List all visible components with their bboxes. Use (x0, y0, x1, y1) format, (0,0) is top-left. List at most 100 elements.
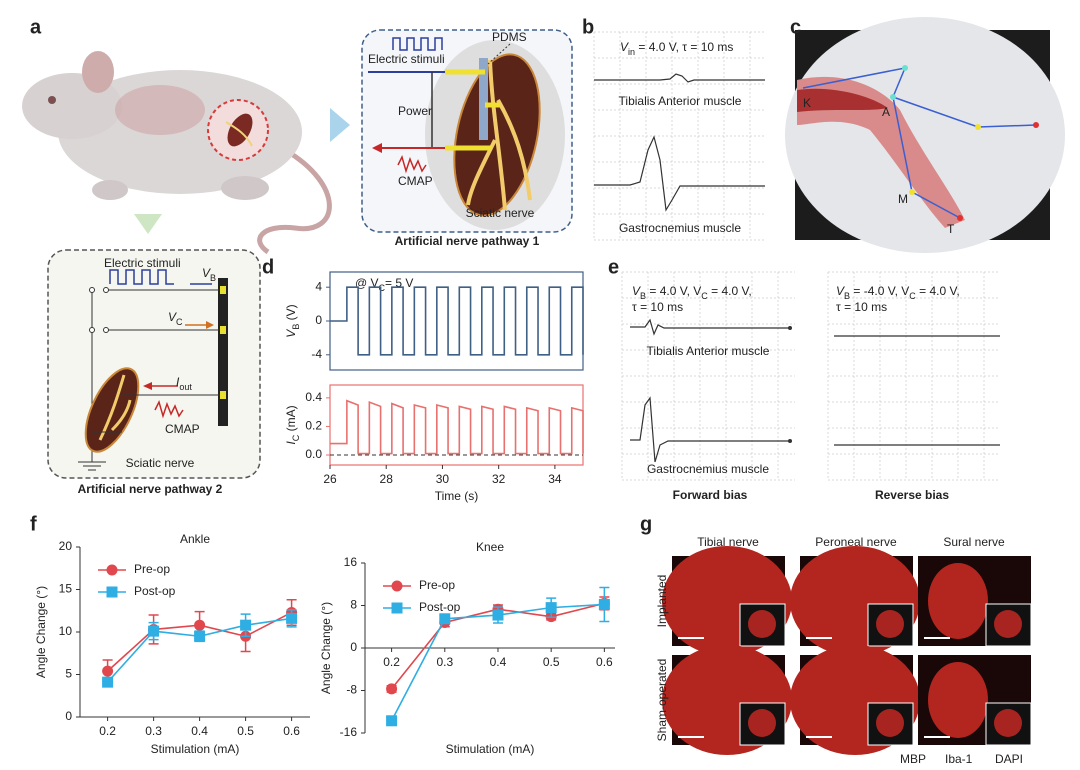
legend-marker (391, 580, 403, 592)
pathway-2-diagram-part (89, 327, 95, 333)
panel-label: c (790, 16, 801, 38)
panel-label: f (30, 513, 37, 535)
y-tick-label: 0 (315, 313, 322, 327)
stain-legend: Iba-1 (945, 752, 973, 766)
trace-end (788, 326, 792, 330)
pathway-title: Artificial nerve pathway 2 (78, 482, 223, 496)
label: Electric stimuli (368, 52, 445, 66)
y-tick-label: -8 (346, 683, 357, 697)
legend-label: Pre-op (419, 578, 455, 592)
panel-label: e (608, 256, 619, 278)
label: Tibialis Anterior muscle (619, 94, 742, 108)
text-part: (V) (284, 304, 298, 323)
y-axis-label: Angle Change (°) (319, 602, 333, 694)
pathway-1-diagram-part (392, 37, 443, 51)
y-axis-label: Angle Change (°) (34, 586, 48, 678)
panel-label: g (640, 513, 652, 535)
x-axis-label: Stimulation (mA) (151, 742, 240, 756)
pathway-1-diagram-part (487, 43, 511, 65)
marker (148, 625, 160, 637)
text-part: V (284, 329, 298, 338)
text-part: V (202, 266, 211, 280)
pathway-title: Artificial nerve pathway 1 (395, 234, 540, 248)
label: Iout (176, 375, 192, 392)
marker (286, 612, 298, 624)
data-line (330, 286, 584, 356)
marker (598, 598, 610, 610)
x-axis-label: Stimulation (mA) (446, 742, 535, 756)
x-axis-label: Time (s) (435, 489, 479, 503)
text-part: = 4.0 V, V (646, 284, 701, 298)
y-tick-label: 8 (350, 598, 357, 612)
mouse-illustration-part (221, 176, 269, 200)
y-tick-label: 0.2 (305, 419, 322, 433)
x-tick-label: 0.6 (596, 655, 613, 669)
label: Electric stimuli (104, 256, 181, 270)
legend-marker (391, 602, 403, 614)
joint-photo-part (785, 17, 1065, 253)
joint-photo-part (902, 65, 908, 71)
label: VC (168, 310, 183, 327)
bias-title: Forward bias (673, 488, 748, 502)
x-tick-label: 0.2 (99, 724, 116, 738)
pathway-2-diagram-part (154, 399, 184, 419)
inset-section (748, 610, 776, 638)
label: τ = 10 ms (632, 300, 683, 314)
subscript: C (291, 434, 301, 441)
legend-marker (106, 564, 118, 576)
mouse-illustration-part (257, 147, 332, 255)
x-tick-label: 0.6 (283, 724, 300, 738)
y-tick-label: 20 (59, 539, 73, 553)
signal-trace (594, 73, 765, 83)
mouse-illustration-part (134, 214, 162, 234)
pathway-2-diagram-part (218, 278, 228, 426)
pathway-2-diagram-part (220, 391, 226, 399)
mouse-illustration (22, 51, 350, 255)
label: Sciatic nerve (466, 206, 535, 220)
joint-photo (785, 17, 1065, 253)
text-part: = 4.0 V, (916, 284, 960, 298)
joint-photo-part (1033, 122, 1039, 128)
panel-label: b (582, 16, 594, 38)
y-axis-label: VB (V) (284, 304, 301, 337)
chart-title: Knee (476, 540, 504, 554)
pathway-2-diagram-part (109, 269, 174, 285)
y-tick-label: -16 (340, 725, 358, 739)
label: Sciatic nerve (126, 456, 195, 470)
pathway-2-diagram-part (143, 382, 152, 390)
column-title: Tibial nerve (697, 535, 759, 549)
label: τ = 10 ms (836, 300, 887, 314)
nerve-section (928, 662, 988, 738)
pathway-2-diagram-part (89, 287, 95, 293)
nerve-section (928, 563, 988, 639)
pathway-1-diagram (361, 29, 573, 233)
text-part: V (168, 310, 177, 324)
inset-section (994, 709, 1022, 737)
y-tick-label: 10 (59, 624, 73, 638)
text-part: = -4.0 V, V (850, 284, 909, 298)
row-title: Sham-operated (655, 659, 669, 742)
data-line (330, 399, 584, 455)
label: Power (398, 104, 432, 118)
y-tick-label: 0 (65, 709, 72, 723)
mouse-illustration-part (48, 96, 56, 104)
marker (492, 609, 504, 621)
text-part: (mA) (284, 405, 298, 434)
pathway-2-diagram-part (103, 327, 109, 333)
mouse-illustration-part (330, 108, 350, 142)
x-tick-label: 0.3 (145, 724, 162, 738)
subscript: C (379, 283, 386, 293)
label: PDMS (492, 30, 527, 44)
text-part: V (632, 284, 641, 298)
label: CMAP (165, 422, 200, 436)
panel-label: d (262, 256, 274, 278)
x-tick-label: 0.5 (237, 724, 254, 738)
chart-title: Ankle (180, 532, 210, 546)
y-tick-label: 5 (65, 667, 72, 681)
mouse-illustration-part (92, 180, 128, 200)
mouse-illustration-part (225, 121, 253, 147)
x-tick-label: 0.4 (490, 655, 507, 669)
stain-legend: MBP (900, 752, 926, 766)
label: Tibialis Anterior muscle (647, 344, 770, 358)
